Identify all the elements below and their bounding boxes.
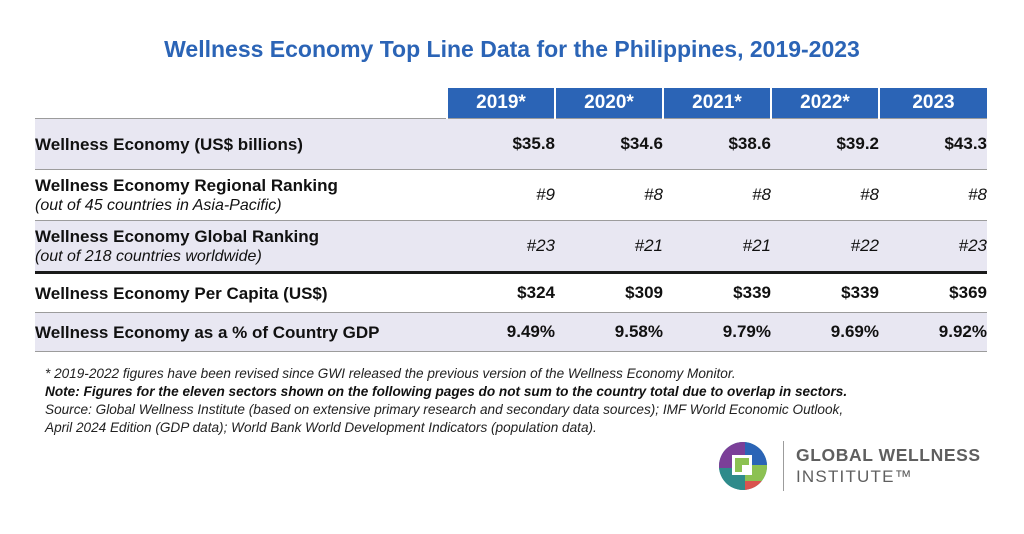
value-cell: #21 xyxy=(663,220,771,273)
row-label-cell: Wellness Economy Regional Ranking (out o… xyxy=(35,169,447,221)
row-label-cell: Wellness Economy Global Ranking (out of … xyxy=(35,220,447,273)
year-header: 2019* xyxy=(446,88,555,119)
value-cell: $35.8 xyxy=(447,118,555,170)
logo-name-line-1: GLOBAL WELLNESS xyxy=(796,445,981,465)
value-cell: $43.3 xyxy=(879,118,987,170)
row-label-cell: Wellness Economy (US$ billions) xyxy=(35,118,447,170)
value-cell: $339 xyxy=(771,271,879,313)
value-cell: $369 xyxy=(879,271,987,313)
value-cell: $309 xyxy=(555,271,663,313)
row-sublabel: (out of 45 countries in Asia-Pacific) xyxy=(35,197,282,214)
value-cell: #22 xyxy=(771,220,879,273)
value-cell: 9.69% xyxy=(771,312,879,352)
revision-note: * 2019-2022 figures have been revised si… xyxy=(45,366,736,381)
value-cell: #21 xyxy=(555,220,663,273)
table-row: Wellness Economy as a % of Country GDP 9… xyxy=(35,312,987,352)
table-row: Wellness Economy Regional Ranking (out o… xyxy=(35,169,987,221)
value-cell: $324 xyxy=(447,271,555,313)
value-cell: #23 xyxy=(879,220,987,273)
table-row: Wellness Economy Global Ranking (out of … xyxy=(35,220,987,273)
value-cell: $39.2 xyxy=(771,118,879,170)
year-header: 2022* xyxy=(770,88,879,119)
value-cell: $38.6 xyxy=(663,118,771,170)
value-cell: #8 xyxy=(663,169,771,221)
row-label: Wellness Economy (US$ billions) xyxy=(35,134,303,154)
sector-note: Note: Figures for the eleven sectors sho… xyxy=(45,384,848,399)
row-sublabel: (out of 218 countries worldwide) xyxy=(35,248,262,265)
value-cell: #8 xyxy=(879,169,987,221)
source-note-line-1: Source: Global Wellness Institute (based… xyxy=(45,402,844,417)
value-cell: #8 xyxy=(555,169,663,221)
logo-divider xyxy=(783,441,784,491)
row-label: Wellness Economy as a % of Country GDP xyxy=(35,322,380,342)
header-row: 2019* 2020* 2021* 2022* 2023 xyxy=(35,88,987,119)
page-title: Wellness Economy Top Line Data for the P… xyxy=(164,36,860,62)
value-cell: 9.79% xyxy=(663,312,771,352)
gwi-logo-icon xyxy=(719,442,767,490)
row-label-cell: Wellness Economy as a % of Country GDP xyxy=(35,312,447,352)
footnotes: * 2019-2022 figures have been revised si… xyxy=(45,365,995,437)
logo-name-line-2: INSTITUTE™ xyxy=(796,467,913,486)
value-cell: 9.49% xyxy=(447,312,555,352)
value-cell: 9.58% xyxy=(555,312,663,352)
year-header: 2023 xyxy=(878,88,987,119)
value-cell: #23 xyxy=(447,220,555,273)
year-header: 2020* xyxy=(554,88,663,119)
row-label-cell: Wellness Economy Per Capita (US$) xyxy=(35,271,447,313)
value-cell: #8 xyxy=(771,169,879,221)
year-header: 2021* xyxy=(662,88,771,119)
row-label: Wellness Economy Per Capita (US$) xyxy=(35,283,328,303)
table-row: Wellness Economy Per Capita (US$) $324 $… xyxy=(35,271,987,313)
data-table: 2019* 2020* 2021* 2022* 2023 Wellness Ec… xyxy=(35,88,987,352)
header-blank-cell xyxy=(35,88,447,119)
value-cell: $34.6 xyxy=(555,118,663,170)
row-label: Wellness Economy Global Ranking xyxy=(35,227,320,246)
table-row: Wellness Economy (US$ billions) $35.8 $3… xyxy=(35,118,987,170)
row-label: Wellness Economy Regional Ranking xyxy=(35,176,338,195)
value-cell: 9.92% xyxy=(879,312,987,352)
value-cell: $339 xyxy=(663,271,771,313)
value-cell: #9 xyxy=(447,169,555,221)
source-note-line-2: April 2024 Edition (GDP data); World Ban… xyxy=(45,420,597,435)
